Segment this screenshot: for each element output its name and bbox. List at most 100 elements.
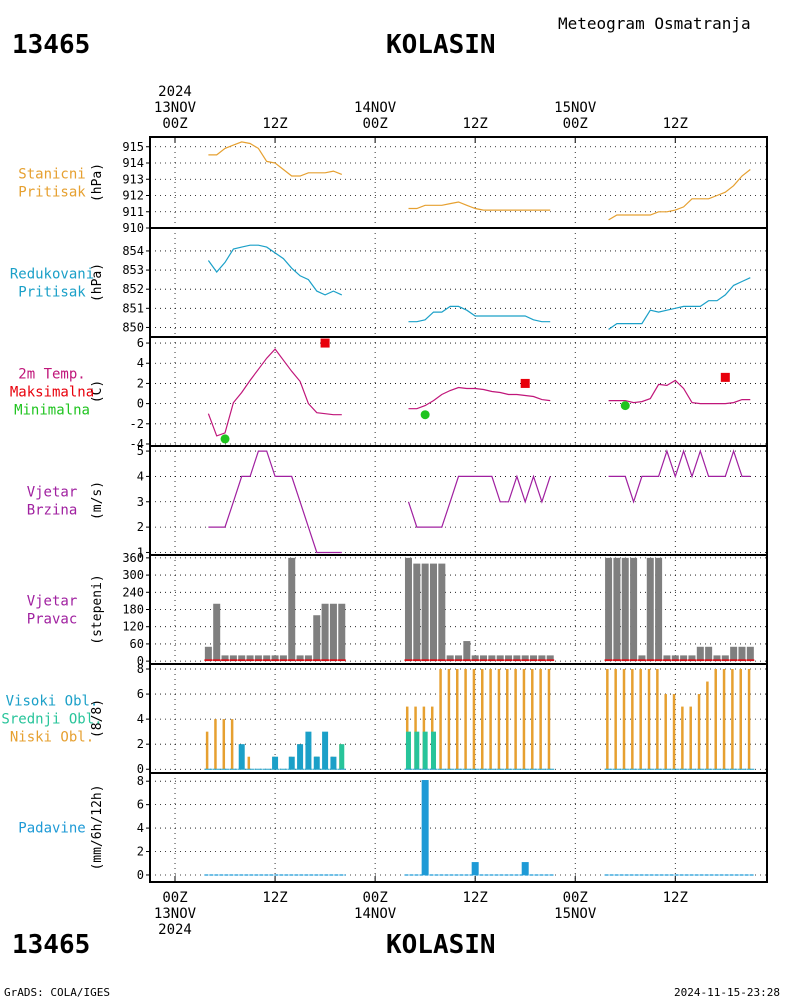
niski-obl-bar (456, 669, 459, 770)
temp-label: Minimalna (14, 403, 90, 419)
niski-obl-bar (214, 719, 217, 770)
pravac-bar (204, 646, 212, 662)
pravac-bar (229, 655, 237, 662)
pravac-bar (438, 563, 446, 662)
time-label-top: 2024 (158, 84, 192, 100)
stanicni-ylabel: (hPa) (90, 163, 105, 202)
niski-obl-bar (531, 669, 534, 770)
padavine-ylabel: (mm/6h/12h) (90, 784, 105, 870)
pravac-bar (496, 655, 504, 662)
temp-min-marker (420, 410, 430, 420)
pravac-bar (663, 655, 671, 662)
visoki-obl-bar (297, 744, 304, 770)
time-label-bottom: 2024 (158, 922, 192, 938)
srednji-obl-bar (422, 731, 428, 770)
niski-obl-bar (656, 669, 659, 770)
redukovani-ylabel: (hPa) (90, 263, 105, 302)
vjetar-ytick-label: 2 (137, 520, 144, 534)
pravac-bar (404, 557, 412, 662)
pravac-bar (480, 655, 488, 662)
stanicni-ytick-label: 914 (122, 156, 144, 170)
niski-obl-bar (697, 694, 701, 770)
pravac-ytick-label: 120 (122, 620, 144, 634)
padavine-bar (421, 780, 429, 875)
niski-obl-bar (439, 669, 442, 770)
niski-obl-bar (447, 669, 451, 770)
time-label-top: 12Z (463, 116, 488, 132)
pravac-bar (413, 563, 421, 662)
padavine-ytick-label: 4 (137, 821, 144, 835)
pravac-bar (288, 557, 296, 662)
vjetar-label: Vjetar (27, 485, 78, 501)
station-name-bottom: KOLASIN (386, 930, 496, 960)
pravac-bar (688, 655, 696, 662)
niski-obl-bar (547, 669, 551, 770)
niski-obl-bar (706, 681, 709, 770)
time-label-top: 12Z (663, 116, 688, 132)
vjetar-series-line (608, 449, 751, 504)
padavine-ytick-label: 0 (137, 868, 144, 882)
pravac-bar (513, 655, 521, 662)
temp-series-line (207, 348, 342, 437)
oblaci-ytick-label: 6 (137, 687, 144, 701)
temp-min-marker (220, 434, 230, 444)
niski-obl-bar (205, 731, 209, 770)
niski-obl-bar (539, 669, 542, 770)
srednji-obl-bar (339, 744, 345, 770)
pravac-bar (271, 655, 279, 662)
niski-obl-bar (722, 669, 726, 770)
station-name-top: KOLASIN (386, 30, 496, 60)
pravac-bar (738, 646, 746, 662)
time-label-top: 12Z (262, 116, 287, 132)
temp-ytick-label: 2 (137, 376, 144, 390)
stanicni-series-line (208, 141, 343, 177)
pravac-bar (638, 655, 646, 662)
pravac-bar (505, 655, 513, 662)
niski-obl-bar (247, 756, 251, 770)
temp-max-marker (520, 378, 530, 388)
stanicni-series-line (408, 201, 551, 211)
pravac-bar (213, 603, 221, 662)
niski-obl-bar (681, 706, 684, 770)
temp-ytick-label: 6 (137, 336, 144, 350)
padavine-ytick-label: 2 (137, 845, 144, 859)
pravac-ytick-label: 240 (122, 585, 144, 599)
footer-timestamp: 2024-11-15-23:28 (674, 986, 780, 999)
time-label-bottom: 12Z (663, 890, 688, 906)
padavine-ytick-label: 6 (137, 798, 144, 812)
visoki-obl-bar (288, 756, 295, 770)
niski-obl-bar (739, 669, 742, 770)
niski-obl-bar (472, 669, 476, 770)
niski-obl-bar (464, 669, 467, 770)
pravac-bar (338, 603, 346, 662)
pravac-bar (329, 603, 337, 662)
niski-obl-bar (714, 669, 717, 770)
pravac-bar (421, 563, 429, 662)
pravac-bar (705, 646, 713, 662)
niski-obl-bar (514, 669, 517, 770)
footer-credit: GrADS: COLA/IGES (4, 986, 110, 999)
pravac-label: Vjetar (27, 594, 78, 610)
niski-obl-bar (689, 706, 692, 770)
stanicni-ytick-label: 915 (122, 140, 144, 154)
niski-obl-bar (731, 669, 734, 770)
temp-ytick-label: 0 (137, 397, 144, 411)
stanicni-ytick-label: 913 (122, 172, 144, 186)
niski-obl-bar (614, 669, 617, 770)
vjetar-label: Brzina (27, 503, 78, 519)
time-label-bottom: 00Z (362, 890, 387, 906)
pravac-bar (721, 655, 729, 662)
niski-obl-bar (481, 669, 484, 770)
temp-max-marker (720, 372, 730, 382)
pravac-bar (630, 557, 638, 662)
time-label-top: 15NOV (554, 100, 597, 116)
pravac-bar (488, 655, 496, 662)
pravac-bar (621, 557, 629, 662)
pravac-label: Pravac (27, 612, 78, 628)
pravac-bar (246, 655, 254, 662)
padavine-bar (521, 862, 529, 875)
vjetar-series-line (407, 474, 551, 528)
niski-obl-bar (647, 669, 651, 770)
redukovani-series-line (608, 277, 751, 330)
